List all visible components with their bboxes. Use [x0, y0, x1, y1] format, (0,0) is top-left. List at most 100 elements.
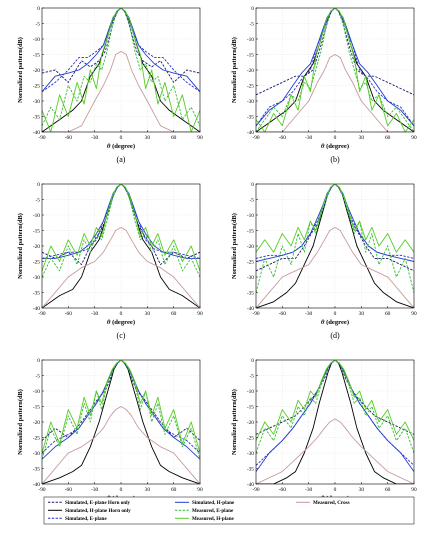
x-tick-label: 90 [411, 135, 417, 141]
legend-label: Measured, Cross [313, 500, 350, 506]
y-axis-label: Normalized pattern(dB) [231, 37, 238, 103]
x-axis-label: θ (degree) [321, 143, 349, 150]
y-tick-label: -30 [33, 451, 40, 457]
y-tick-label: -40 [247, 482, 254, 488]
x-tick-label: 90 [411, 487, 417, 493]
x-tick-label: -30 [91, 135, 98, 141]
y-axis-label: Normalized pattern(dB) [231, 389, 238, 455]
y-tick-label: -5 [250, 373, 255, 379]
legend-entry: Simulated, E-plane [48, 516, 107, 522]
y-tick-label: -40 [33, 130, 40, 136]
y-tick-label: -15 [247, 404, 254, 410]
y-tick-label: -5 [36, 21, 41, 27]
x-axis-symbol: θ [107, 143, 111, 150]
y-tick-label: -25 [247, 83, 254, 89]
chart-panel: -90 -60 -30 0 30 60 90 0 -5 -10 -15 -20 -25 -30 -35 -40… [231, 182, 417, 340]
series-line [256, 8, 414, 132]
chart-panel: -90 -60 -30 0 30 60 90 0 -5 -10 -15 -20 -25 -30 -35 -40… [17, 358, 203, 516]
x-tick-label: 30 [145, 311, 151, 317]
series-line [256, 184, 414, 272]
y-axis-label: Normalized pattern(dB) [17, 37, 24, 103]
y-tick-label: -15 [247, 52, 254, 58]
y-tick-label: -40 [247, 306, 254, 312]
series-line [42, 360, 200, 460]
x-tick-label: 30 [359, 487, 365, 493]
x-tick-label: 0 [120, 487, 123, 493]
legend-label: Simulated, E-plane [65, 516, 107, 522]
series-group [256, 360, 414, 484]
panel-caption: (d) [330, 331, 340, 340]
y-tick-label: -15 [33, 52, 40, 58]
x-tick-label: -30 [91, 311, 98, 317]
series-line [42, 8, 200, 92]
x-tick-label: -60 [279, 135, 286, 141]
x-tick-label: 90 [411, 311, 417, 317]
y-tick-label: -15 [247, 228, 254, 234]
x-tick-label: 60 [171, 487, 177, 493]
x-tick-label: -90 [38, 135, 45, 141]
x-tick-label: 30 [359, 135, 365, 141]
legend: Simulated, E-plane Horn only Simulated, H… [43, 496, 415, 525]
y-tick-label: -20 [247, 68, 254, 74]
series-group [256, 8, 414, 132]
panel-caption: (b) [330, 155, 340, 164]
series-line [42, 184, 200, 271]
y-tick-label: 0 [251, 358, 254, 364]
x-tick-label: 60 [171, 311, 177, 317]
series-line [256, 8, 414, 127]
series-line [256, 184, 414, 262]
y-tick-label: -5 [250, 21, 255, 27]
series-line [256, 8, 414, 127]
series-line [256, 8, 414, 132]
y-tick-label: -35 [33, 466, 40, 472]
chart-panel: -90 -60 -30 0 30 60 90 0 -5 -10 -15 -20 -25 -30 -35 -40… [231, 358, 417, 516]
y-tick-label: -35 [247, 290, 254, 296]
series-line [42, 184, 200, 259]
series-line [256, 360, 414, 472]
series-line [42, 360, 200, 460]
series-line [256, 8, 414, 96]
x-tick-label: -90 [38, 487, 45, 493]
x-tick-label: 60 [171, 135, 177, 141]
y-tick-label: -5 [36, 197, 41, 203]
y-tick-label: -20 [247, 420, 254, 426]
y-tick-label: -20 [33, 244, 40, 250]
legend-label: Simulated, H-plane [192, 500, 235, 506]
x-tick-label: -30 [305, 135, 312, 141]
x-tick-label: 90 [197, 311, 203, 317]
x-axis-unit: (degree) [110, 143, 135, 150]
series-line [42, 8, 200, 93]
x-tick-label: -60 [65, 311, 72, 317]
legend-label: Simulated, E-plane Horn only [65, 500, 131, 506]
panel-caption: (c) [117, 331, 126, 340]
y-tick-label: -15 [33, 404, 40, 410]
series-line [256, 184, 414, 308]
y-tick-label: -15 [33, 228, 40, 234]
series-line [42, 360, 200, 454]
series-line [42, 226, 200, 308]
x-tick-label: -30 [305, 311, 312, 317]
series-line [42, 406, 200, 484]
legend-entry: Simulated, H-plane [175, 500, 235, 506]
series-line [256, 54, 414, 132]
y-tick-label: -40 [33, 482, 40, 488]
x-tick-label: -90 [252, 135, 259, 141]
chart-panel: -90 -60 -30 0 30 60 90 0 -5 -10 -15 -20 -25 -30 -35 -40… [17, 6, 203, 164]
x-tick-label: -60 [279, 311, 286, 317]
series-line [42, 8, 200, 132]
y-tick-label: -30 [33, 275, 40, 281]
y-tick-label: -5 [36, 373, 41, 379]
legend-box [43, 496, 415, 525]
x-tick-label: -60 [279, 487, 286, 493]
legend-label: Measured, H-plane [192, 516, 235, 522]
x-tick-label: 0 [120, 311, 123, 317]
series-line [42, 184, 200, 308]
x-axis-label: θ (degree) [321, 319, 349, 326]
x-tick-label: 0 [334, 311, 337, 317]
y-tick-label: -10 [247, 389, 254, 395]
y-tick-label: -10 [33, 213, 40, 219]
y-tick-label: -30 [33, 99, 40, 105]
y-tick-label: -25 [33, 259, 40, 265]
panel-caption: (a) [117, 155, 126, 164]
y-tick-label: -30 [247, 275, 254, 281]
